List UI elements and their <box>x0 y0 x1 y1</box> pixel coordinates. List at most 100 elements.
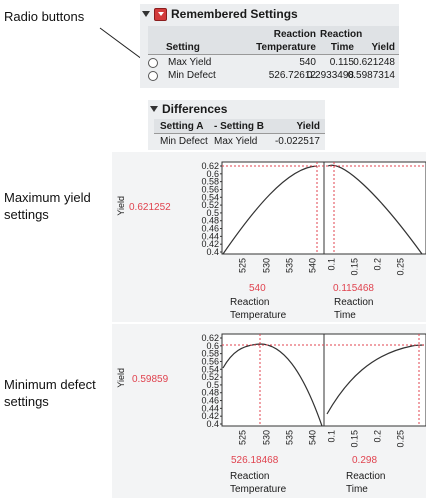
temp-axis-label-line2: Temperature <box>230 484 287 495</box>
x-tick-label: 0.25 <box>395 430 405 448</box>
x-tick-label: 525 <box>237 258 247 273</box>
red-menu-icon[interactable] <box>154 7 167 21</box>
x-ticks: 525 530 535 540 0.1 0.15 0.2 0.25 <box>237 258 405 276</box>
diff-row-yield: -0.022517 <box>274 136 320 147</box>
y-tick-label: 0.48 <box>201 216 219 226</box>
temp-axis-label-line2: Temperature <box>230 310 287 321</box>
differences-title: Differences <box>162 102 228 116</box>
profiler-min-defect: Yield 0.59859 0.62 0.6 0.58 0.56 0.54 0.52 0.5… <box>112 324 426 498</box>
col-header-yield: Yield <box>371 42 395 53</box>
row-min-defect-yield: 0.5987314 <box>347 70 395 81</box>
temp-axis-label-line1: Reaction <box>230 471 270 482</box>
col-header-setting: Setting <box>166 42 200 53</box>
profiler-min-chart: 0.620.60.580.560.540.520.50.480.460.440.… <box>201 333 426 448</box>
col-header-yield: Yield <box>296 121 320 132</box>
y-tick-label: 0.4 <box>206 419 219 429</box>
y-tick-label: 0.54 <box>201 192 219 202</box>
radio-min-defect[interactable] <box>148 71 158 81</box>
current-yield-value[interactable]: 0.621252 <box>129 202 171 213</box>
y-tick-label: 0.4 <box>206 247 219 257</box>
temp-axis-label: Reaction Temperature <box>230 470 286 496</box>
x-tick-label: 0.1 <box>326 258 336 271</box>
y-tick-label: 0.56 <box>201 184 219 194</box>
y-ticks: 0.620.60.580.560.540.520.50.480.460.440.… <box>201 333 222 429</box>
max-yield-callout: Maximum yield settings <box>4 189 91 223</box>
y-tick-label: 0.52 <box>201 372 219 382</box>
col-header-temp-line1: Reaction <box>273 29 316 40</box>
row-max-yield-time: 0.115 <box>329 57 354 68</box>
x-tick-label: 0.15 <box>349 430 359 448</box>
x-tick-label: 540 <box>307 430 317 445</box>
x-ticks: 525 530 535 540 0.1 0.15 0.2 0.25 <box>237 430 405 448</box>
x-tick-label: 540 <box>307 258 317 273</box>
disclosure-triangle-icon[interactable] <box>150 106 158 112</box>
x-tick-label: 535 <box>284 430 294 445</box>
y-tick-label: 0.6 <box>206 341 219 351</box>
row-min-defect-temp: 526.72612 <box>268 70 316 81</box>
time-value[interactable]: 0.115468 <box>333 283 374 294</box>
y-ticks: 0.620.60.580.560.540.520.50.480.460.440.… <box>201 161 222 257</box>
y-tick-label: 0.44 <box>201 231 219 241</box>
y-tick-label: 0.54 <box>201 364 219 374</box>
x-tick-label: 0.1 <box>326 430 336 443</box>
col-header-time-line2: Time <box>330 42 354 53</box>
col-header-setting-a: Setting A <box>160 121 204 132</box>
x-tick-label: 535 <box>284 258 294 273</box>
row-max-yield-yield: 0.621248 <box>353 57 395 68</box>
max-yield-callout-line1: Maximum yield <box>4 190 91 205</box>
col-header-temp-line2: Temperature <box>256 42 316 53</box>
temp-axis-label-line1: Reaction <box>230 297 270 308</box>
min-defect-callout: Minimum defect settings <box>4 376 96 410</box>
diff-row-setting-b: Max Yield <box>214 136 258 147</box>
min-defect-callout-line1: Minimum defect <box>4 377 96 392</box>
x-tick-label: 0.15 <box>349 258 359 276</box>
y-tick-label: 0.46 <box>201 224 219 234</box>
diff-row-setting-a: Min Defect <box>160 136 208 147</box>
y-tick-label: 0.58 <box>201 349 219 359</box>
row-max-yield-setting: Max Yield <box>168 57 212 68</box>
y-axis-label: Yield <box>116 196 126 216</box>
time-axis-label-line2: Time <box>334 310 356 321</box>
y-tick-label: 0.62 <box>201 161 219 171</box>
radio-max-yield[interactable] <box>148 58 158 68</box>
differences-header[interactable]: Differences <box>150 102 227 116</box>
col-header-setting-b: - Setting B <box>214 121 264 132</box>
time-axis-label-line2: Time <box>346 484 368 495</box>
temp-value[interactable]: 540 <box>249 283 266 294</box>
time-panel[interactable] <box>323 333 426 427</box>
y-tick-label: 0.56 <box>201 356 219 366</box>
row-min-defect-setting: Min Defect <box>168 70 216 81</box>
y-tick-label: 0.48 <box>201 388 219 398</box>
y-tick-label: 0.42 <box>201 411 219 421</box>
remembered-settings-panel: Remembered Settings Setting Reaction Tem… <box>140 4 399 88</box>
time-panel[interactable] <box>323 161 426 255</box>
table-header <box>154 119 325 134</box>
y-tick-label: 0.52 <box>201 200 219 210</box>
max-yield-callout-line2: settings <box>4 207 49 222</box>
current-yield-value[interactable]: 0.59859 <box>132 374 169 385</box>
temp-curve <box>222 343 323 427</box>
x-tick-label: 525 <box>237 430 247 445</box>
x-tick-label: 0.25 <box>395 258 405 276</box>
temp-panel[interactable] <box>221 161 325 255</box>
remembered-settings-header[interactable]: Remembered Settings <box>142 7 298 21</box>
col-header-time-line1: Reaction <box>320 29 363 40</box>
row-min-defect-time: 0.2933498 <box>306 70 354 81</box>
temp-curve <box>222 165 318 255</box>
time-axis-label-line1: Reaction <box>334 297 374 308</box>
y-tick-label: 0.46 <box>201 396 219 406</box>
row-max-yield-temp: 540 <box>299 57 316 68</box>
profiler-max-chart: 0.620.60.580.560.540.520.50.480.460.440.… <box>201 161 426 276</box>
time-axis-label: Reaction Time <box>346 470 385 496</box>
x-tick-label: 530 <box>261 430 271 445</box>
time-value[interactable]: 0.298 <box>352 455 378 466</box>
temp-value[interactable]: 526.18468 <box>231 455 279 466</box>
time-axis-label-line1: Reaction <box>346 471 386 482</box>
remembered-settings-table: Setting Reaction Temperature Reaction Ti… <box>140 26 399 86</box>
x-tick-label: 530 <box>261 258 271 273</box>
x-tick-label: 0.2 <box>372 430 382 443</box>
y-tick-label: 0.5 <box>206 208 219 218</box>
min-defect-callout-line2: settings <box>4 394 49 409</box>
disclosure-triangle-icon[interactable] <box>142 11 150 17</box>
